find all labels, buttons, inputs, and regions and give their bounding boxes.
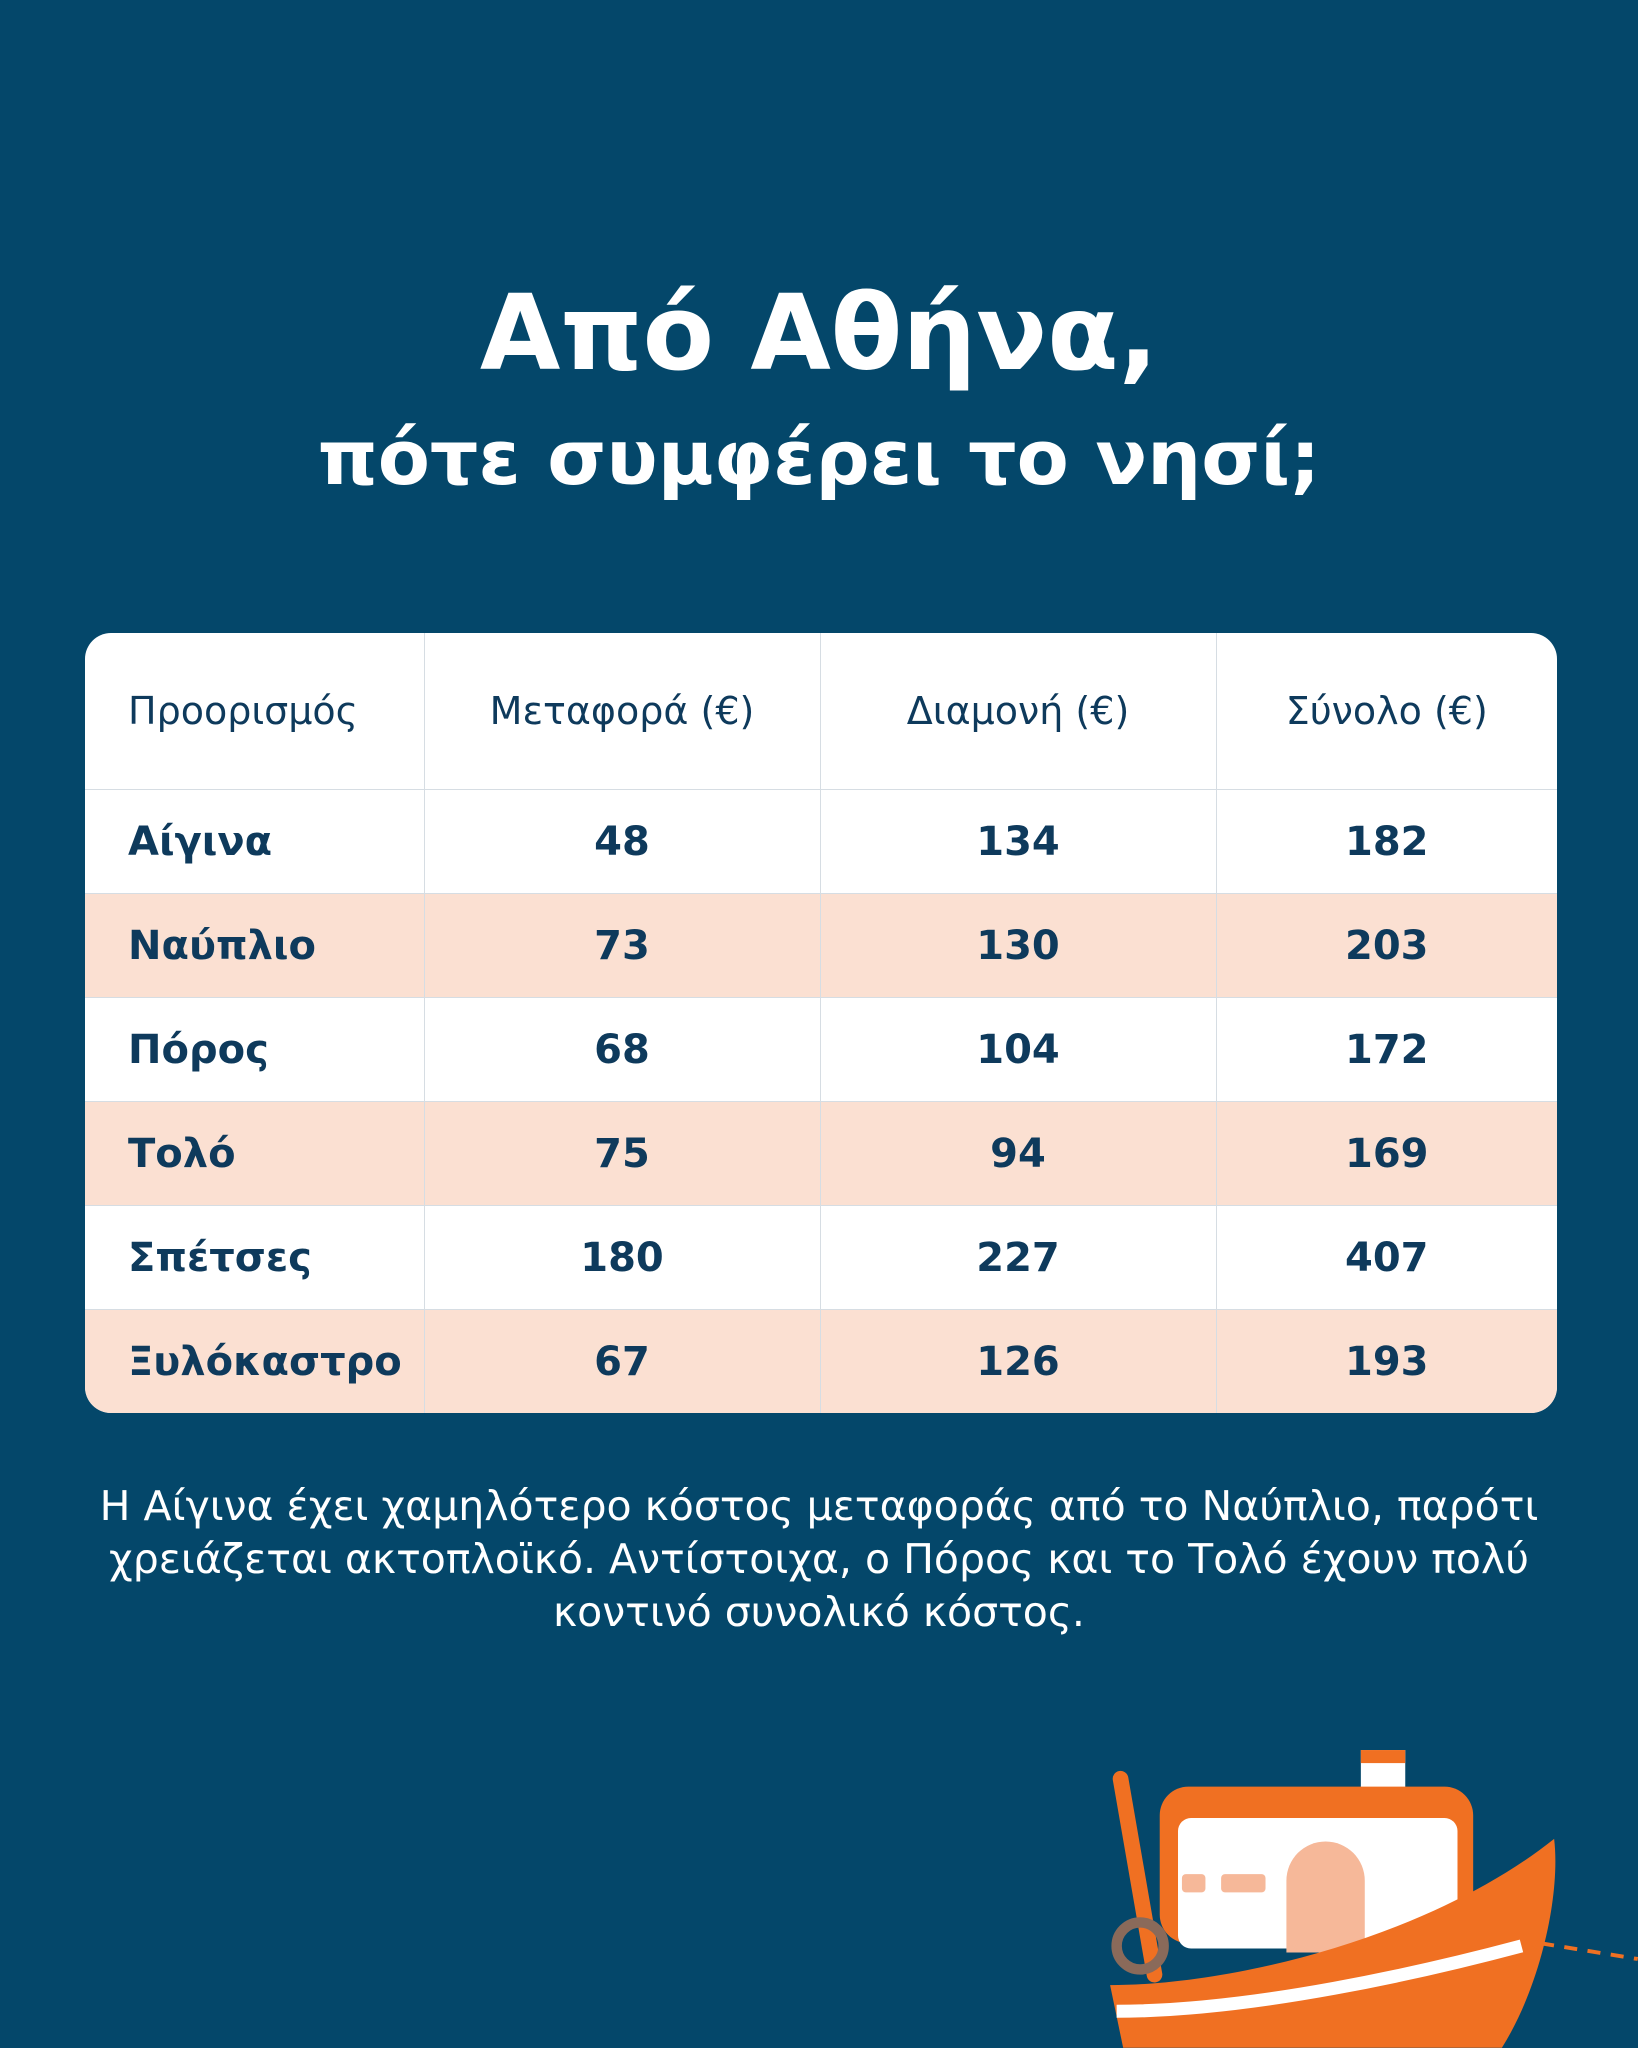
cost-cell: 73 <box>423 893 820 998</box>
title: Από Αθήνα, <box>479 272 1159 394</box>
subtitle: πότε συμφέρει το νησί; <box>317 413 1321 502</box>
cost-cell: 126 <box>819 1309 1216 1413</box>
cost-table: Προορισμός Μεταφορά (€) Διαμονή (€) Σύνολο … <box>85 633 1557 1413</box>
table-row: Αίγινα 48 134 182 <box>85 788 1557 894</box>
cost-cell: 134 <box>819 788 1216 894</box>
cost-cell: 182 <box>1215 788 1557 894</box>
cost-cell: 104 <box>819 997 1216 1102</box>
table-row: Πόρος 68 104 172 <box>85 997 1557 1102</box>
header-cell: Διαμονή (€) <box>819 633 1216 790</box>
cost-cell: 203 <box>1215 893 1557 998</box>
note: Η Αίγινα έχει χαμηλότερο κόστος μεταφορά… <box>99 1482 1539 1636</box>
header-cell: Μεταφορά (€) <box>423 633 820 790</box>
cost-cell: 67 <box>423 1309 820 1413</box>
cost-cell: 180 <box>423 1205 820 1310</box>
table-row: Ναύπλιο 73 130 203 <box>85 893 1557 998</box>
table-row: Ξυλόκαστρο 67 126 193 <box>85 1309 1557 1413</box>
destination-cell: Πόρος <box>85 997 424 1102</box>
header-cell: Προορισμός <box>85 633 424 790</box>
header-row: Προορισμός Μεταφορά (€) Διαμονή (€) Σύνολο … <box>85 633 1557 790</box>
destination-cell: Ναύπλιο <box>85 893 424 998</box>
destination-cell: Αίγινα <box>85 788 424 894</box>
cost-cell: 227 <box>819 1205 1216 1310</box>
cost-cell: 172 <box>1215 997 1557 1102</box>
cost-cell: 193 <box>1215 1309 1557 1413</box>
cost-cell: 75 <box>423 1101 820 1206</box>
destination-cell: Τολό <box>85 1101 424 1206</box>
table-card: Προορισμός Μεταφορά (€) Διαμονή (€) Σύνολο … <box>85 633 1557 1413</box>
table-row: Σπέτσες 180 227 407 <box>85 1205 1557 1310</box>
table-row: Τολό 75 94 169 <box>85 1101 1557 1206</box>
cost-cell: 68 <box>423 997 820 1102</box>
cost-cell: 407 <box>1215 1205 1557 1310</box>
destination-cell: Σπέτσες <box>85 1205 424 1310</box>
cost-cell: 130 <box>819 893 1216 998</box>
cost-cell: 48 <box>423 788 820 894</box>
cost-cell: 169 <box>1215 1101 1557 1206</box>
destination-cell: Ξυλόκαστρο <box>85 1309 424 1413</box>
cost-cell: 94 <box>819 1101 1216 1206</box>
